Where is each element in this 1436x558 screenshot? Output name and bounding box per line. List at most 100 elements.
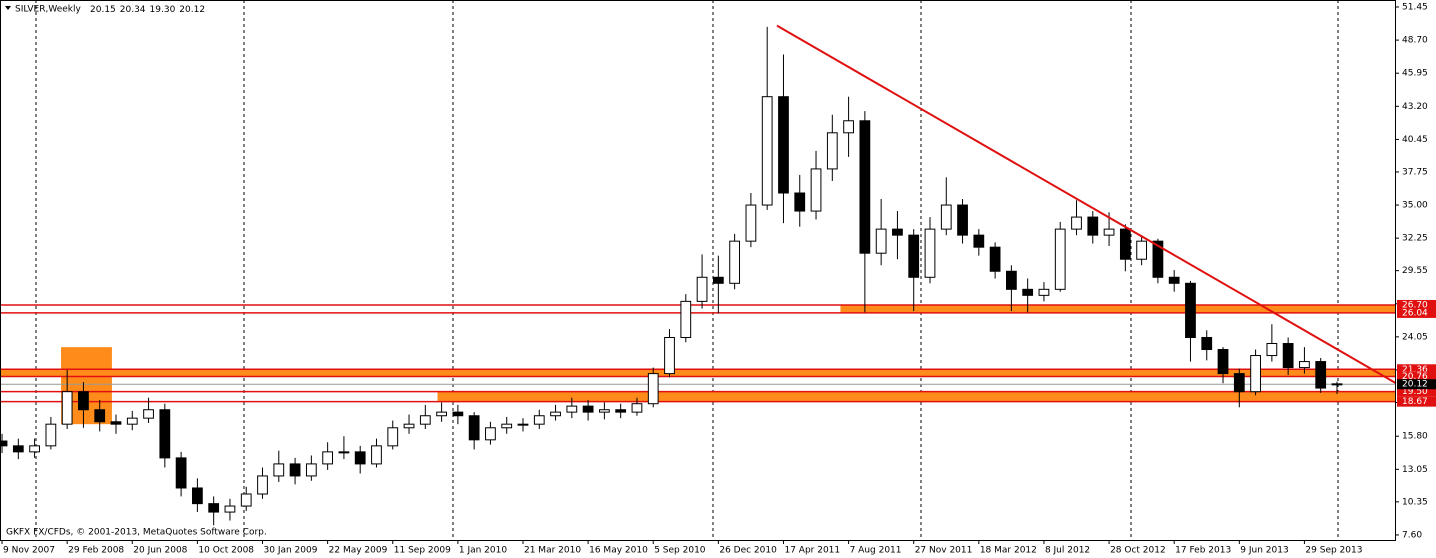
candle-body <box>289 463 301 477</box>
x-tick-label: 30 Jan 2009 <box>264 546 318 556</box>
candle-body <box>517 423 529 426</box>
candle-body <box>680 300 692 338</box>
candle-body <box>647 373 659 405</box>
candle-body <box>208 503 220 513</box>
candle-body <box>143 409 154 419</box>
candle-body <box>78 391 89 411</box>
candle-body <box>29 445 40 453</box>
candle-body <box>1282 343 1294 369</box>
candle-body <box>550 411 561 417</box>
candle-body <box>1250 355 1261 393</box>
x-tick-label: 20 Jun 2008 <box>133 546 187 556</box>
x-tick-label: 17 Apr 2011 <box>784 546 840 556</box>
candle-body <box>403 423 415 429</box>
candle-body <box>1217 349 1229 375</box>
x-tick-label: 10 Oct 2008 <box>198 546 254 556</box>
last-price-label: 20.12 <box>1402 380 1428 390</box>
candle-body <box>110 421 122 425</box>
level-label: 21.36 <box>1402 365 1428 375</box>
candle-body <box>175 457 187 489</box>
x-tick-label: 1 Jan 2010 <box>459 546 507 556</box>
candle-body <box>664 336 675 375</box>
header-values: 20.15 20.34 19.30 20.12 <box>90 5 205 15</box>
candle-body <box>940 204 952 230</box>
candle-body <box>1087 216 1099 236</box>
last-price-bg <box>1397 379 1436 390</box>
candle-body <box>126 417 138 425</box>
candle-body <box>257 475 268 495</box>
candle-body <box>1054 228 1066 290</box>
candle-body <box>826 132 838 170</box>
zone <box>0 369 1396 377</box>
candle-body <box>305 463 317 477</box>
candle-body <box>892 228 903 236</box>
y-tick-label: 48.70 <box>1402 36 1428 46</box>
candle-body <box>485 427 496 441</box>
candle-body <box>1136 240 1148 260</box>
candle-body <box>566 405 578 413</box>
candle-body <box>240 493 252 507</box>
x-tick-label: 21 Mar 2010 <box>524 546 581 556</box>
y-tick-label: 32.25 <box>1402 234 1428 244</box>
candle-body <box>843 120 854 134</box>
header-value: 20.12 <box>179 5 205 15</box>
footer: GKFX FX/CFDs, © 2001-2013, MetaQuotes So… <box>6 528 267 538</box>
y-tick-label: 43.20 <box>1402 102 1428 112</box>
x-tick-label: 22 May 2009 <box>329 546 388 556</box>
level-label-bg <box>1397 364 1436 375</box>
y-tick-label: 10.35 <box>1402 497 1428 507</box>
y-tick-label: 13.05 <box>1402 465 1428 475</box>
candle-body <box>924 228 936 278</box>
y-tick-label: 37.75 <box>1402 167 1428 177</box>
candle-body <box>875 228 887 254</box>
candle-body <box>729 240 741 284</box>
candle-body <box>192 487 203 505</box>
candle-body <box>712 276 724 284</box>
candle-body <box>1233 373 1245 393</box>
level-label-bg <box>1397 396 1436 407</box>
x-tick-label: 29 Sep 2013 <box>1305 546 1362 556</box>
level-label-bg <box>1397 307 1436 318</box>
x-tick-label: 17 Feb 2013 <box>1175 546 1231 556</box>
candle-body <box>1201 336 1213 351</box>
header-value: 20.34 <box>120 5 146 15</box>
candle-body <box>452 411 464 417</box>
candle-body <box>159 409 171 459</box>
level-label: 26.04 <box>1402 308 1428 318</box>
candle-body <box>1022 288 1034 296</box>
y-tick-label: 35.00 <box>1402 201 1428 211</box>
candle-body <box>957 204 968 236</box>
candle-body <box>0 440 8 447</box>
x-tick-label: 26 Dec 2010 <box>719 546 777 556</box>
candle-body <box>989 246 1001 272</box>
level-label: 19.50 <box>1402 387 1428 397</box>
candle-body <box>908 234 920 278</box>
y-tick-label: 51.45 <box>1402 2 1428 12</box>
y-tick-label: 29.55 <box>1402 266 1428 276</box>
y-tick-label: 24.05 <box>1402 332 1428 342</box>
x-tick-label: 11 Sep 2009 <box>394 546 451 556</box>
candle-body <box>273 463 285 477</box>
x-tick-label: 9 Nov 2007 <box>3 546 55 556</box>
candle-body <box>322 451 334 465</box>
candle-body <box>696 276 708 302</box>
candle-body <box>1315 361 1327 389</box>
candle-body <box>631 403 643 413</box>
x-tick-label: 18 Mar 2012 <box>980 546 1037 556</box>
candle-body <box>354 451 366 465</box>
y-tick-label: 45.95 <box>1402 69 1428 79</box>
candle-body <box>1152 240 1164 278</box>
candle-body <box>468 415 480 441</box>
x-tick-label: 16 May 2010 <box>589 546 648 556</box>
plot <box>0 24 1397 526</box>
candle-body <box>1038 288 1050 296</box>
level-label-bg <box>1397 371 1436 382</box>
candle-body <box>615 409 627 413</box>
candle-body <box>1185 282 1196 338</box>
x-tick-label: 8 Jul 2012 <box>1045 546 1090 556</box>
candle-body <box>45 423 57 447</box>
candle-body <box>1071 216 1082 230</box>
chart-title: SILVER,Weekly <box>15 5 82 15</box>
